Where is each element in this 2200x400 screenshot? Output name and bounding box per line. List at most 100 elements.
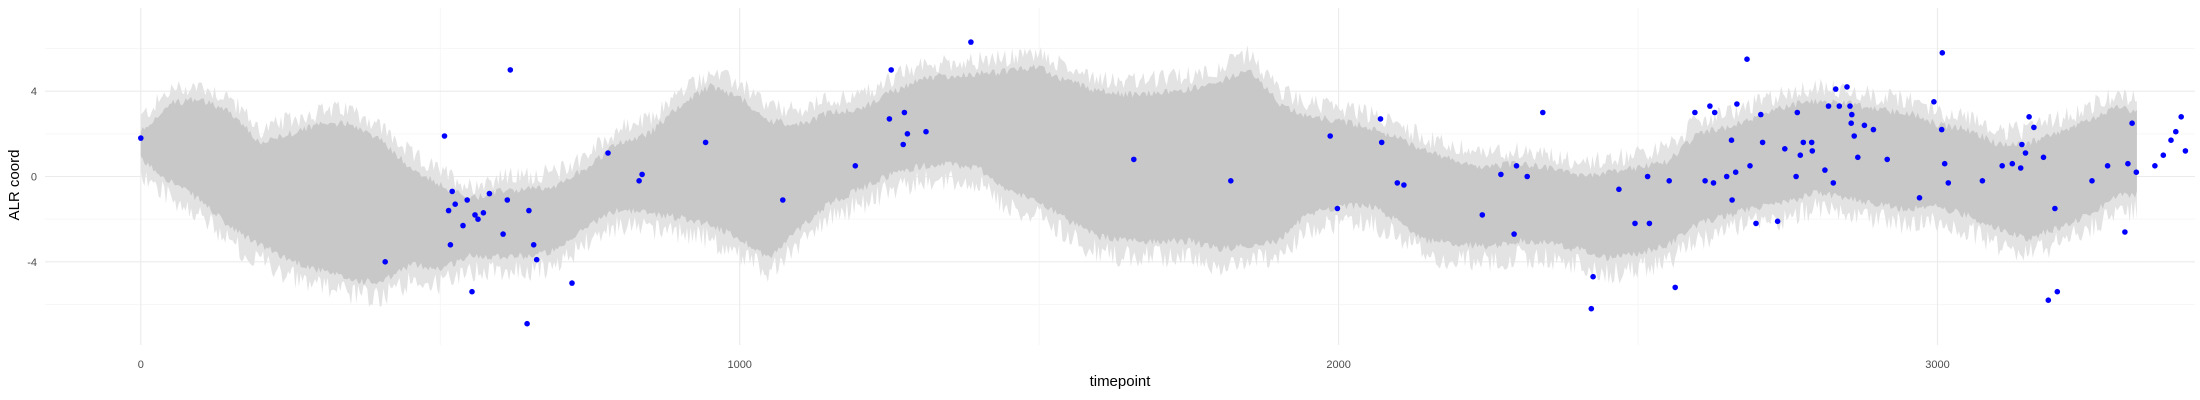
data-point bbox=[486, 190, 493, 197]
data-point bbox=[1728, 137, 1735, 143]
data-point bbox=[2022, 150, 2029, 156]
data-point bbox=[1836, 103, 1843, 109]
data-point bbox=[1945, 180, 1952, 186]
data-point bbox=[445, 207, 452, 214]
data-point bbox=[1758, 111, 1764, 118]
data-point bbox=[2122, 229, 2128, 235]
y-axis-tick-labels: -4 0 4 bbox=[27, 86, 37, 269]
data-point bbox=[1378, 139, 1385, 146]
data-point bbox=[1646, 220, 1653, 227]
data-point bbox=[1511, 231, 1517, 237]
x-axis-tick-labels: 0 1000 2000 3000 bbox=[138, 359, 1950, 371]
data-point bbox=[1588, 305, 1595, 312]
y-axis-title: ALR coord bbox=[6, 150, 23, 221]
data-point bbox=[1744, 56, 1750, 62]
data-point bbox=[1590, 273, 1596, 280]
data-point bbox=[639, 171, 645, 178]
data-point bbox=[1734, 101, 1740, 107]
data-point bbox=[1809, 148, 1816, 154]
observation-points bbox=[138, 39, 2189, 327]
data-point bbox=[2104, 163, 2111, 169]
data-point bbox=[1729, 197, 1735, 203]
data-point bbox=[2089, 178, 2095, 184]
data-point bbox=[923, 128, 929, 135]
data-point bbox=[1782, 146, 1788, 152]
data-point bbox=[1849, 111, 1855, 118]
data-point bbox=[1979, 178, 1986, 184]
data-point bbox=[1939, 50, 1946, 56]
data-point bbox=[469, 288, 475, 295]
data-point bbox=[901, 109, 908, 116]
data-point bbox=[1524, 173, 1530, 180]
data-point bbox=[441, 133, 448, 139]
data-point bbox=[1672, 284, 1678, 291]
data-point bbox=[1759, 139, 1766, 146]
data-point bbox=[1941, 160, 1948, 167]
predictive-band bbox=[140, 45, 2137, 307]
data-point bbox=[1666, 178, 1672, 184]
data-point bbox=[1931, 99, 1937, 105]
data-point bbox=[475, 216, 481, 222]
data-point bbox=[1916, 195, 1923, 201]
data-point bbox=[1632, 220, 1638, 227]
data-point bbox=[1732, 169, 1739, 175]
data-point bbox=[2125, 160, 2131, 167]
data-point bbox=[1753, 220, 1759, 227]
data-point bbox=[2133, 169, 2140, 175]
data-point bbox=[702, 139, 709, 146]
data-point bbox=[1861, 122, 1868, 129]
data-point bbox=[1851, 133, 1857, 139]
x-tick-label: 3000 bbox=[1925, 359, 1949, 371]
x-tick-label: 1000 bbox=[727, 359, 751, 371]
data-point bbox=[1710, 180, 1717, 186]
data-point bbox=[1884, 156, 1890, 163]
data-point bbox=[1377, 116, 1384, 122]
data-point bbox=[480, 210, 487, 216]
data-point bbox=[449, 188, 456, 195]
data-point bbox=[2009, 160, 2016, 167]
data-point bbox=[1711, 109, 1718, 116]
data-point bbox=[968, 39, 974, 45]
data-point bbox=[2019, 141, 2025, 148]
data-point bbox=[2026, 114, 2032, 120]
data-point bbox=[1394, 180, 1401, 186]
data-point bbox=[504, 197, 511, 203]
data-point bbox=[1800, 139, 1807, 146]
data-point bbox=[886, 116, 893, 122]
data-point bbox=[2152, 163, 2158, 169]
data-point bbox=[2052, 205, 2058, 212]
data-point bbox=[2129, 120, 2135, 126]
data-point bbox=[1855, 154, 1861, 161]
data-point bbox=[1830, 180, 1837, 186]
data-point bbox=[900, 141, 906, 148]
data-point bbox=[780, 197, 786, 203]
data-point bbox=[1808, 139, 1815, 146]
data-point bbox=[1793, 173, 1799, 180]
y-tick-label: 0 bbox=[31, 172, 37, 184]
data-point bbox=[888, 67, 894, 73]
data-point bbox=[1228, 178, 1234, 184]
data-point bbox=[533, 256, 540, 263]
data-point bbox=[1644, 173, 1651, 180]
y-tick-label: -4 bbox=[27, 257, 37, 269]
data-point bbox=[852, 163, 859, 169]
x-tick-label: 0 bbox=[138, 359, 144, 371]
data-point bbox=[1479, 212, 1486, 218]
data-point bbox=[1616, 186, 1622, 193]
data-point bbox=[1327, 133, 1333, 139]
data-point bbox=[1794, 109, 1801, 116]
data-point bbox=[460, 222, 466, 229]
data-point bbox=[452, 201, 459, 207]
data-point bbox=[507, 67, 514, 73]
data-point bbox=[2017, 165, 2024, 171]
data-point bbox=[1999, 163, 2005, 169]
data-point bbox=[464, 197, 471, 203]
data-point bbox=[1334, 205, 1341, 212]
data-point bbox=[2178, 114, 2184, 120]
data-point bbox=[2173, 128, 2179, 135]
data-point bbox=[569, 280, 575, 286]
data-point bbox=[1822, 167, 1828, 173]
data-point bbox=[1702, 178, 1708, 184]
data-point bbox=[500, 231, 506, 237]
